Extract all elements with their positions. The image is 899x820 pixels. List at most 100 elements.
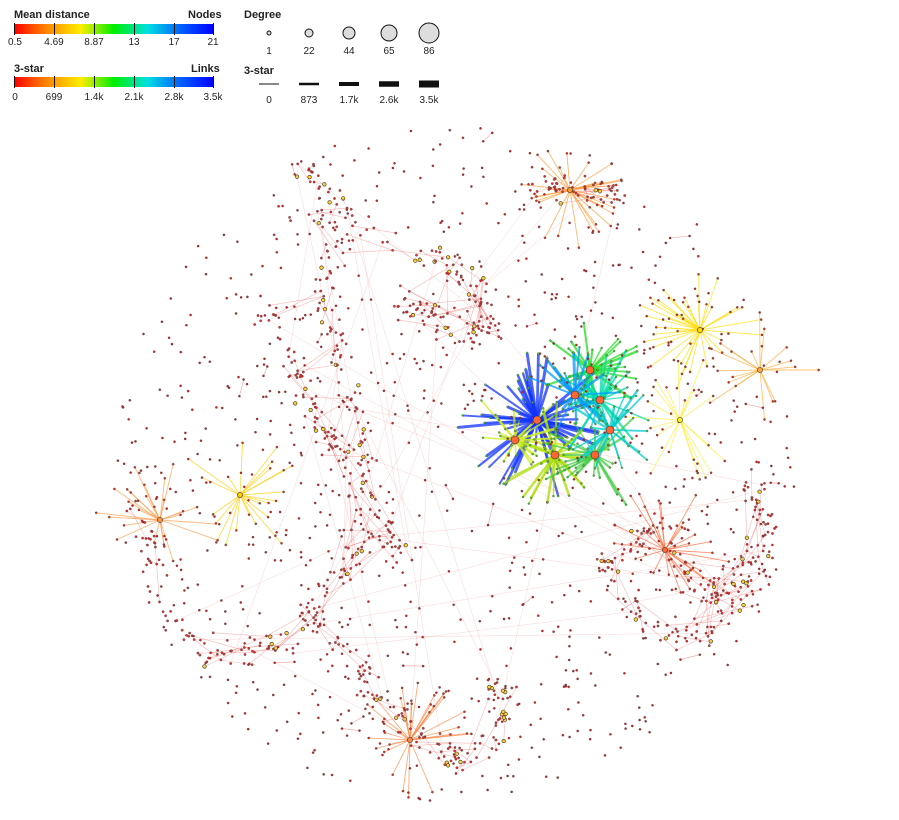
graph-node xyxy=(303,364,306,367)
graph-node xyxy=(614,183,618,187)
node-size-tick: 44 xyxy=(343,46,355,57)
graph-node xyxy=(522,208,526,211)
graph-node xyxy=(456,426,459,429)
graph-link xyxy=(553,366,577,396)
graph-node xyxy=(525,351,529,355)
graph-node xyxy=(673,544,676,548)
graph-node xyxy=(368,712,371,715)
graph-node xyxy=(679,564,683,567)
graph-node xyxy=(641,250,645,254)
graph-node xyxy=(342,400,345,404)
graph-link xyxy=(197,652,255,654)
graph-node xyxy=(693,617,696,621)
graph-node xyxy=(618,391,622,394)
graph-node xyxy=(684,561,688,564)
graph-link xyxy=(664,549,682,593)
graph-link xyxy=(274,290,321,316)
graph-node xyxy=(733,557,736,561)
graph-node xyxy=(284,533,288,537)
graph-link xyxy=(653,386,681,421)
graph-link xyxy=(360,235,446,765)
graph-node xyxy=(359,548,364,554)
graph-node xyxy=(453,341,457,345)
graph-link xyxy=(341,728,360,731)
graph-node xyxy=(517,758,521,761)
graph-node xyxy=(529,496,533,499)
graph-node xyxy=(695,394,698,397)
graph-node xyxy=(591,442,594,445)
graph-link xyxy=(239,461,273,496)
graph-node xyxy=(390,535,394,539)
graph-node xyxy=(208,675,212,679)
graph-node xyxy=(187,634,191,638)
graph-node xyxy=(348,482,352,485)
graph-node xyxy=(148,590,152,593)
graph-node xyxy=(702,596,705,599)
graph-node xyxy=(607,184,610,188)
node-color-tick: 21 xyxy=(207,37,219,48)
graph-node xyxy=(279,266,283,270)
graph-link xyxy=(715,578,720,604)
graph-node xyxy=(555,655,558,659)
graph-node xyxy=(568,494,571,497)
graph-node xyxy=(729,527,733,531)
link-width-tick: 1.7k xyxy=(339,95,359,106)
graph-node xyxy=(636,529,639,533)
graph-node xyxy=(202,664,207,669)
graph-node xyxy=(705,303,708,306)
graph-node xyxy=(471,330,476,335)
graph-node xyxy=(237,492,243,498)
graph-node xyxy=(521,603,524,607)
size-circle-65 xyxy=(380,24,398,42)
graph-node xyxy=(514,324,517,327)
graph-node xyxy=(307,610,311,613)
graph-link xyxy=(611,553,623,581)
graph-node xyxy=(529,443,532,447)
graph-node xyxy=(697,388,701,392)
graph-node xyxy=(643,205,646,209)
graph-link xyxy=(514,421,535,441)
graph-node xyxy=(712,365,715,368)
graph-node xyxy=(699,583,703,586)
graph-node xyxy=(167,336,171,340)
graph-node xyxy=(340,241,344,245)
graph-node xyxy=(499,337,503,340)
graph-node xyxy=(329,570,332,574)
graph-node xyxy=(438,686,441,689)
graph-node xyxy=(480,734,484,738)
graph-link xyxy=(569,163,613,191)
graph-link xyxy=(321,207,348,211)
graph-node xyxy=(400,712,404,715)
graph-node xyxy=(301,370,305,374)
graph-node xyxy=(671,630,674,634)
graph-node xyxy=(196,651,200,655)
graph-node xyxy=(757,567,761,571)
graph-node xyxy=(646,366,650,369)
graph-node xyxy=(480,399,483,402)
graph-node xyxy=(300,454,303,457)
graph-node xyxy=(603,560,607,564)
graph-node xyxy=(430,363,434,367)
graph-node xyxy=(318,622,322,626)
graph-node xyxy=(762,520,765,524)
graph-node xyxy=(334,304,338,308)
graph-node xyxy=(726,663,729,667)
graph-node xyxy=(562,422,566,426)
graph-node xyxy=(354,508,358,512)
graph-link xyxy=(342,198,499,698)
graph-link xyxy=(225,494,241,546)
graph-node xyxy=(754,505,757,509)
graph-node xyxy=(338,621,341,624)
graph-node xyxy=(335,344,339,348)
graph-node xyxy=(282,490,285,494)
graph-node xyxy=(315,611,319,614)
graph-node xyxy=(447,272,450,276)
graph-node xyxy=(497,718,500,722)
graph-node xyxy=(378,538,382,542)
graph-node xyxy=(267,501,270,505)
graph-node xyxy=(453,306,456,310)
graph-node xyxy=(580,455,583,459)
graph-node xyxy=(572,190,576,194)
graph-node xyxy=(255,417,259,421)
